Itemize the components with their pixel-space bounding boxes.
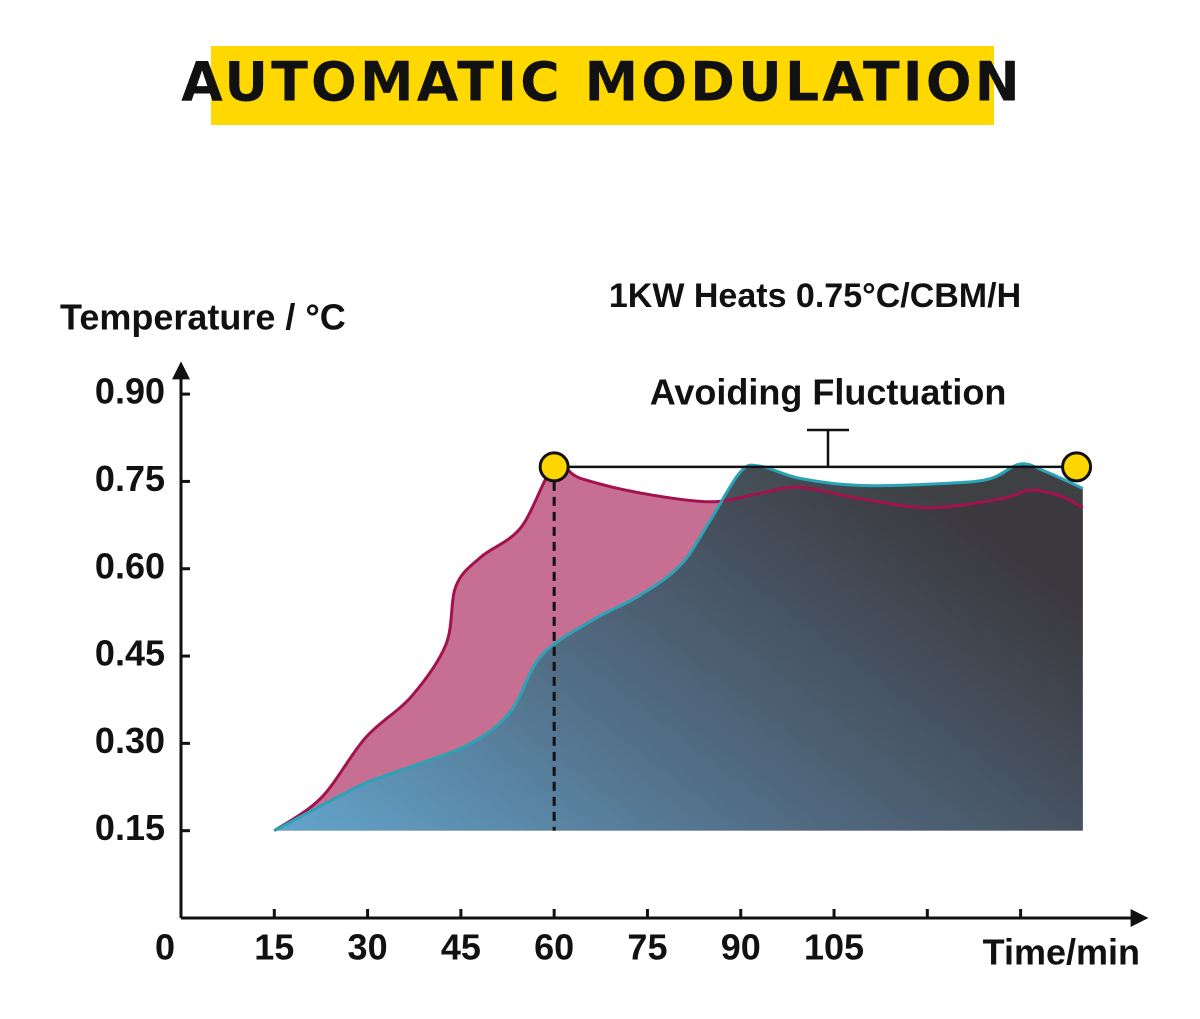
y-tick-label: 0.60 <box>95 545 165 586</box>
x-tick-label: 60 <box>534 927 574 968</box>
line <box>273 463 1084 832</box>
x-tick-label: 45 <box>441 927 481 968</box>
y-tick-label: 0.15 <box>95 807 165 848</box>
y-axis-label: Temperature / °C <box>60 297 346 338</box>
x-tick-label: 75 <box>627 927 667 968</box>
annotation: Avoiding Fluctuation <box>650 372 1007 413</box>
x-tick-label: 90 <box>721 927 761 968</box>
chart-title: AUTOMATIC MODULATION <box>181 51 1023 114</box>
line <box>273 462 1084 833</box>
x-tick-label: 15 <box>254 927 294 968</box>
x-tick-label: 30 <box>348 927 388 968</box>
x-tick-label: 105 <box>804 927 864 968</box>
marker-dot <box>1061 451 1093 483</box>
y-tick-label: 0.75 <box>95 458 165 499</box>
y-tick-label: 0.30 <box>95 720 165 761</box>
y-tick-label: 0.90 <box>95 371 165 412</box>
y-tick-label: 0.45 <box>95 633 165 674</box>
x-tick-label: 0 <box>155 927 175 968</box>
bracket <box>807 428 849 467</box>
plot-area: 0.15 0.30 0.45 0.60 0.75 0.90 0 15 30 45 60 75 90 105 <box>95 361 1149 968</box>
area <box>274 463 1083 831</box>
marker-dot <box>538 451 570 483</box>
subtitle: 1KW Heats 0.75°C/CBM/H <box>609 277 1021 315</box>
x-axis-label: Time/min <box>983 932 1140 973</box>
title-banner <box>211 46 994 125</box>
